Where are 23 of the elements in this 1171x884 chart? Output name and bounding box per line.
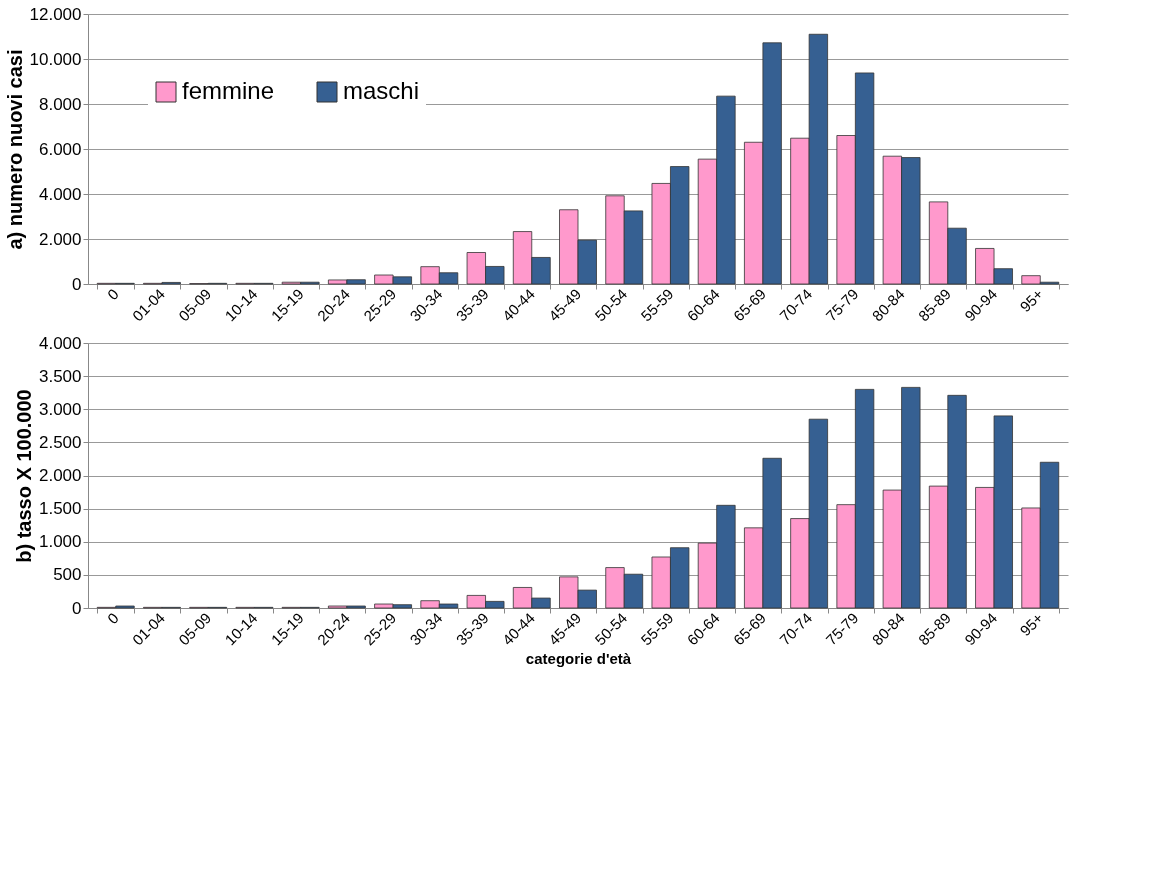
y-tick-label: 1.000 [38,532,82,552]
y-tick-label: 10.000 [29,49,82,69]
x-tick-label: 0 [103,285,122,304]
y-tick-label: 2.000 [38,466,82,485]
x-tick-label: 95+ [1016,284,1047,316]
y-axis-title: b) tasso X 100.000 [12,389,35,563]
x-tick-label: 95+ [1016,608,1047,640]
y-tick-label: 2.500 [38,432,82,452]
legend-label: maschi [343,77,420,104]
y-tick-label: 500 [53,565,82,585]
y-tick-label: 3.500 [38,366,82,386]
y-tick-label: 1.500 [38,499,82,519]
y-tick-label: 2.000 [38,229,82,249]
y-tick-label: 6.000 [38,139,82,159]
y-tick-label: 8.000 [38,94,82,114]
x-tick-label: 0 [103,609,122,628]
y-tick-label: 4.000 [38,184,82,204]
y-tick-label: 12.000 [29,4,82,24]
y-tick-label: 4.000 [38,333,82,353]
y-axis-title: a) numero nuovi casi [3,49,26,250]
legend-label: femmine [182,77,275,104]
x-axis-title: categorie d'età [525,650,632,668]
y-tick-label: 3.000 [38,399,82,419]
